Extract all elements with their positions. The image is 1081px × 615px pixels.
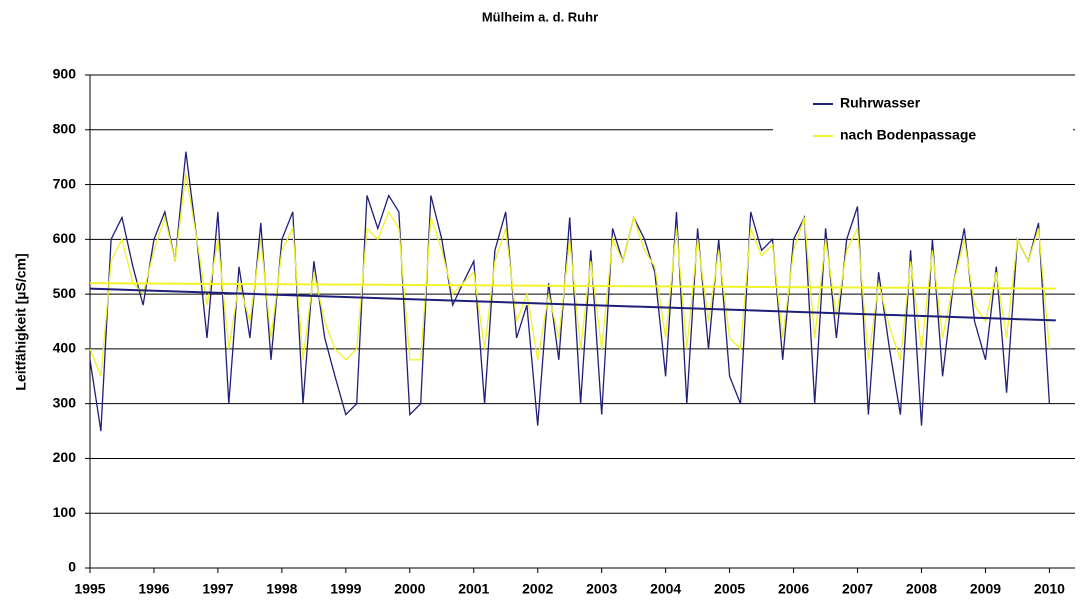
x-tick-label: 1997 [202, 581, 233, 597]
y-tick-label: 900 [53, 66, 77, 82]
x-tick-label: 2010 [1034, 581, 1065, 597]
y-tick-label: 700 [53, 175, 77, 191]
x-tick-label: 1995 [74, 581, 105, 597]
trend-line [89, 282, 1056, 290]
data-line [89, 151, 1051, 432]
legend-box [773, 88, 1073, 163]
y-tick-label: 100 [53, 504, 77, 520]
x-tick-label: 2000 [394, 581, 425, 597]
y-axis-label: Leitfähigkeit [µS/cm] [13, 253, 29, 390]
y-tick-label: 600 [53, 230, 77, 246]
chart-title: Mülheim a. d. Ruhr [482, 9, 598, 24]
y-tick-label: 800 [53, 120, 77, 136]
y-tick-label: 400 [53, 340, 77, 356]
x-tick-label: 2007 [842, 581, 873, 597]
x-tick-label: 2006 [778, 581, 809, 597]
legend-label: nach Bodenpassage [840, 127, 976, 143]
x-tick-label: 2004 [650, 581, 681, 597]
x-tick-label: 2009 [970, 581, 1001, 597]
y-tick-label: 300 [53, 394, 77, 410]
y-tick-label: 0 [68, 559, 76, 575]
x-tick-label: 1996 [138, 581, 169, 597]
x-tick-label: 2008 [906, 581, 937, 597]
y-tick-label: 200 [53, 449, 77, 465]
x-tick-label: 2005 [714, 581, 745, 597]
data-line [89, 173, 1051, 377]
x-tick-label: 1999 [330, 581, 361, 597]
trend-line [89, 287, 1056, 322]
x-tick-label: 2003 [586, 581, 617, 597]
x-tick-label: 2001 [458, 581, 489, 597]
y-tick-label: 500 [53, 285, 77, 301]
x-tick-label: 2002 [522, 581, 553, 597]
legend-label: Ruhrwasser [840, 95, 921, 111]
x-tick-label: 1998 [266, 581, 297, 597]
